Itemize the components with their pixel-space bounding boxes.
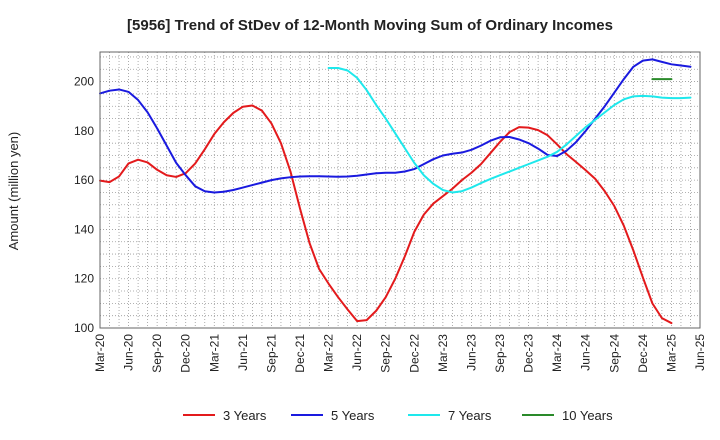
series-line-7-years xyxy=(327,67,692,194)
y-axis-ticks: 100 120 140 160 180 200 xyxy=(74,75,94,335)
x-tick-label: Jun-25 xyxy=(693,334,707,371)
x-tick-label: Jun-24 xyxy=(579,334,593,371)
legend-item-3-years: 3 Years xyxy=(183,408,267,423)
x-tick-label: Sep-21 xyxy=(264,334,278,373)
legend-label: 5 Years xyxy=(331,408,375,423)
series-group xyxy=(99,58,692,325)
x-tick-label: Jun-22 xyxy=(350,334,364,371)
x-tick-label: Mar-25 xyxy=(664,334,678,372)
plot-frame xyxy=(99,51,701,329)
x-tick-label: Sep-20 xyxy=(150,334,164,373)
y-tick-label: 200 xyxy=(74,75,94,89)
x-tick-label: Dec-21 xyxy=(293,334,307,373)
legend-label: 7 Years xyxy=(448,408,492,423)
legend-item-5-years: 5 Years xyxy=(291,408,375,423)
grid xyxy=(100,52,700,328)
x-tick-label: Jun-23 xyxy=(464,334,478,371)
x-tick-label: Sep-22 xyxy=(379,334,393,373)
x-tick-label: Mar-24 xyxy=(550,334,564,372)
y-tick-label: 160 xyxy=(74,173,94,187)
x-tick-label: Dec-23 xyxy=(522,334,536,373)
x-tick-label: Sep-24 xyxy=(607,334,621,373)
legend-label: 3 Years xyxy=(223,408,267,423)
x-tick-label: Sep-23 xyxy=(493,334,507,373)
y-axis-label: Amount (million yen) xyxy=(6,132,21,251)
legend-item-7-years: 7 Years xyxy=(408,408,492,423)
legend-label: 10 Years xyxy=(562,408,613,423)
chart-title: [5956] Trend of StDev of 12-Month Moving… xyxy=(127,17,613,34)
x-tick-label: Dec-22 xyxy=(407,334,421,373)
series-line-3-years xyxy=(99,104,673,325)
x-tick-label: Mar-21 xyxy=(207,334,221,372)
y-tick-label: 180 xyxy=(74,124,94,138)
x-tick-label: Jun-20 xyxy=(122,334,136,371)
x-tick-label: Jun-21 xyxy=(236,334,250,371)
legend: 3 Years 5 Years 7 Years 10 Years xyxy=(183,408,613,423)
legend-item-10-years: 10 Years xyxy=(522,408,613,423)
y-tick-label: 100 xyxy=(74,321,94,335)
x-tick-label: Dec-20 xyxy=(179,334,193,373)
y-tick-label: 120 xyxy=(74,272,94,286)
x-tick-label: Dec-24 xyxy=(636,334,650,373)
x-tick-label: Mar-23 xyxy=(436,334,450,372)
x-tick-label: Mar-22 xyxy=(322,334,336,372)
y-tick-label: 140 xyxy=(74,222,94,236)
x-axis-ticks: Mar-20 Jun-20 Sep-20 Dec-20 Mar-21 Jun-21 Sep-… xyxy=(93,334,707,373)
x-tick-label: Mar-20 xyxy=(93,334,107,372)
